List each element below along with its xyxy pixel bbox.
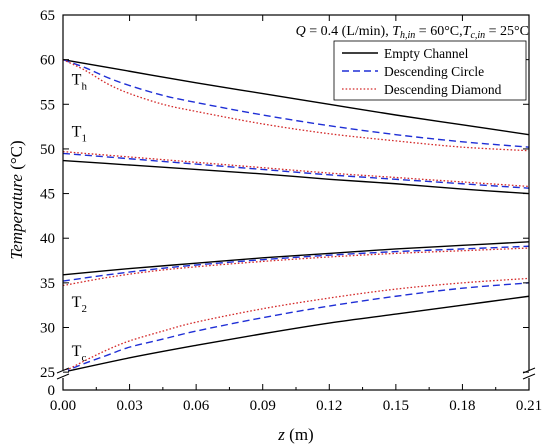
series-line-t1-descending-circle (62, 152, 530, 189)
x-tick-label: 0.03 (116, 398, 142, 414)
x-tick-label: 0.09 (250, 398, 276, 414)
y-tick-label: 40 (40, 231, 55, 247)
axis-break-gap (524, 370, 534, 378)
labels-group: Th T1 T2 Tc (72, 72, 88, 364)
y-tick-label: 50 (40, 142, 55, 158)
chart-annotation: Q = 0.4 (L/min), Th,in = 60°C,Tc,in = 25… (296, 24, 529, 41)
ticks-group: 0.00 0.03 0.06 0.09 0.12 0.15 0.18 0.21 25 30 35 40… (40, 8, 542, 414)
series-line-t2-empty-channel (62, 241, 530, 276)
x-tick-label: 0.00 (50, 398, 76, 414)
y-tick-label: 30 (40, 321, 55, 337)
series-line-th-descending-diamond (62, 59, 530, 152)
y-axis-label: Temperature (°C) (7, 140, 26, 259)
legend: Empty Channel Descending Circle Descending… (333, 40, 527, 101)
x-tick-label: 0.12 (316, 398, 342, 414)
series-line-tc-descending-circle (62, 282, 530, 373)
axis-break-mark (56, 367, 70, 374)
series-line-t1-descending-diamond (62, 150, 530, 188)
legend-label: Descending Diamond (384, 82, 502, 97)
series-line-tc-descending-diamond (62, 277, 530, 373)
curve-label-tc: Tc (72, 343, 87, 364)
curve-label-t1: T1 (72, 123, 87, 144)
y-tick-label: 35 (40, 276, 55, 292)
series-line-t1-empty-channel (62, 159, 530, 195)
legend-label: Descending Circle (384, 64, 484, 79)
x-tick-label: 0.15 (383, 398, 409, 414)
legend-label: Empty Channel (384, 46, 469, 61)
series-line-tc-empty-channel (62, 295, 530, 373)
axis-break-gap (58, 370, 68, 378)
x-tick-label: 0.06 (183, 398, 210, 414)
y-tick-label: 45 (40, 187, 55, 203)
x-tick-label: 0.18 (449, 398, 475, 414)
y-tick-label: 55 (40, 97, 55, 113)
y-tick-label: 60 (40, 53, 55, 69)
y-tick-label: 25 (40, 365, 55, 381)
series-line-t2-descending-diamond (62, 247, 530, 287)
series-line-th-empty-channel (62, 58, 530, 136)
axis-break-mark (522, 373, 536, 380)
series-line-th-descending-circle (62, 58, 530, 148)
y-tick-label-zero: 0 (48, 383, 56, 399)
curve-label-t2: T2 (72, 294, 87, 315)
x-tick-label: 0.21 (516, 398, 542, 414)
curve-label-th: Th (72, 72, 88, 93)
series-group (62, 58, 530, 373)
axis-break-mark (56, 373, 70, 380)
y-tick-label: 65 (40, 8, 55, 24)
series-line-t2-descending-circle (62, 245, 530, 282)
x-axis-label: z (m) (277, 425, 313, 444)
